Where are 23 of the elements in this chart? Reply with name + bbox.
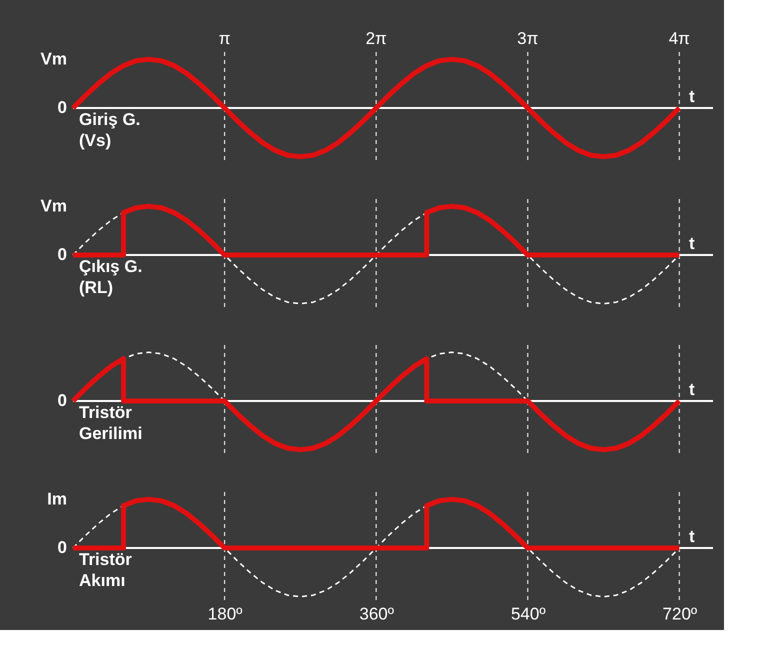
text: 0 — [58, 245, 67, 264]
x-tick-label: 360º — [359, 604, 394, 624]
text: 0 — [58, 391, 67, 410]
annotation: Tristör Akımı — [79, 550, 132, 590]
text: 2π — [366, 29, 387, 48]
text: Im — [47, 489, 67, 508]
x-axis-title: t — [689, 527, 695, 546]
text: π — [218, 29, 230, 48]
text: 0 — [58, 98, 67, 117]
x-axis-title: t — [689, 87, 695, 106]
text: Vm — [40, 196, 67, 216]
x-tick-label: 720º — [662, 604, 698, 624]
text: 4π — [668, 29, 690, 48]
x-tick-label: 180º — [208, 604, 242, 624]
x-axis-title: t — [689, 380, 695, 399]
annotation: Giriş G. (Vs) — [79, 110, 140, 150]
x-axis-title: t — [689, 234, 695, 253]
text: 0 — [58, 538, 67, 557]
text: 3π — [517, 29, 538, 48]
annotation: Tristör Gerilimi — [79, 403, 142, 443]
annotation: Çıkış G. (RL) — [79, 257, 142, 297]
text: Vm — [40, 49, 67, 68]
x-tick-label: 540º — [510, 604, 546, 624]
